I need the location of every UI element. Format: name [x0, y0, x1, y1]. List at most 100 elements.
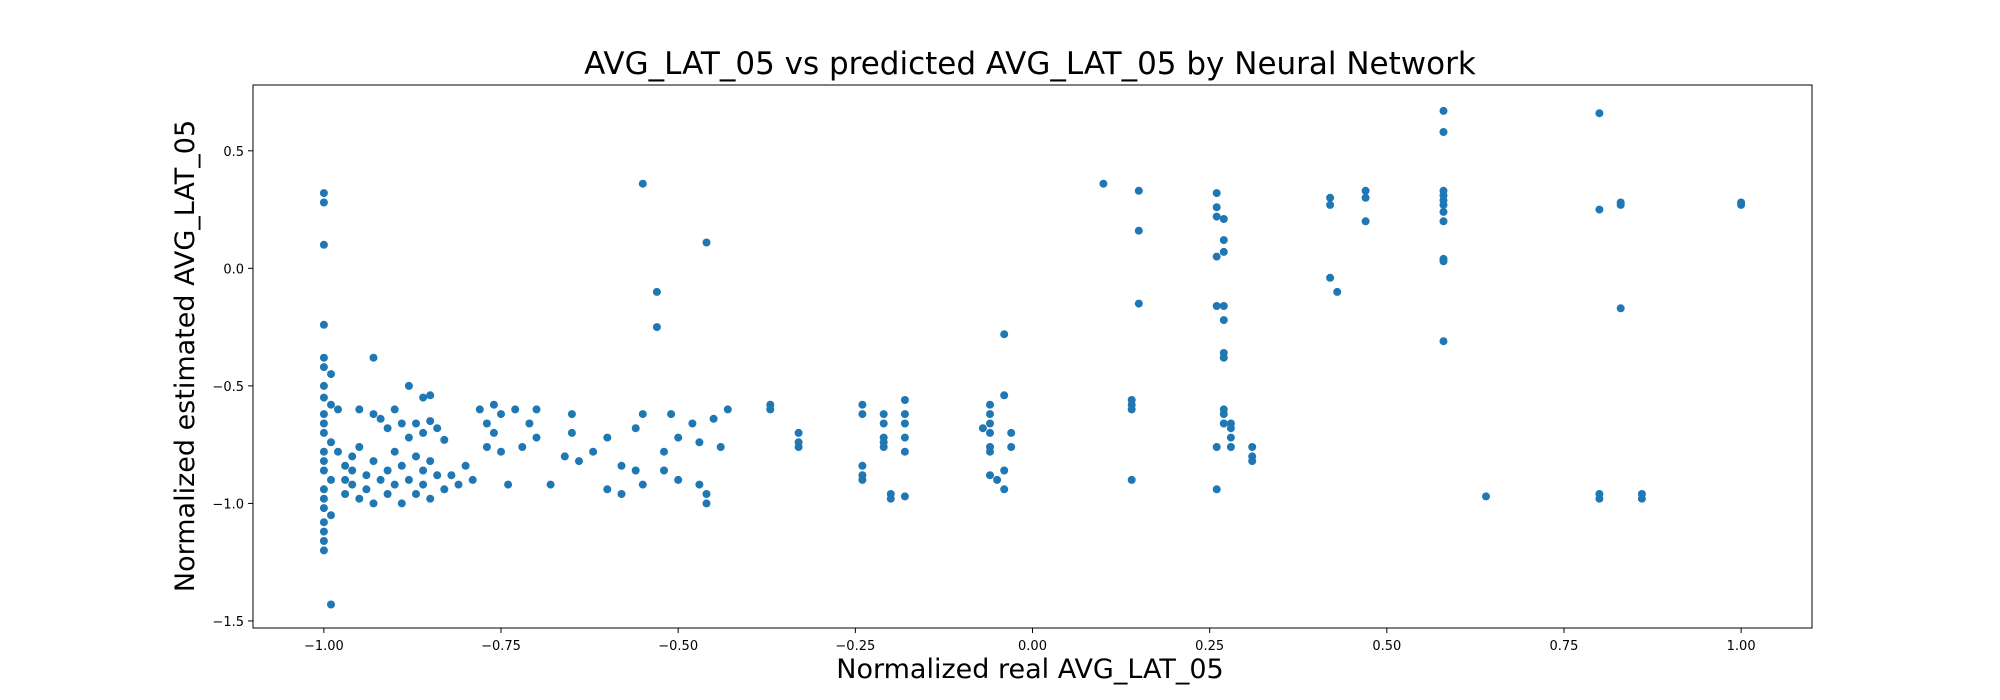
data-point-162 — [1127, 405, 1136, 414]
data-point-94 — [575, 457, 583, 466]
data-point-182 — [1219, 410, 1228, 419]
data-point-142 — [900, 447, 909, 456]
data-point-146 — [986, 410, 994, 419]
y-tick-label-0: −1.5 — [212, 615, 244, 630]
data-point-33 — [348, 466, 357, 475]
data-point-60 — [383, 424, 392, 433]
data-point-19 — [319, 494, 328, 503]
data-point-27 — [334, 405, 342, 414]
data-point-11 — [319, 419, 328, 428]
data-point-18 — [319, 485, 328, 494]
data-point-52 — [419, 466, 428, 475]
x-tick-label-5: 0.25 — [1195, 639, 1224, 654]
data-point-82 — [497, 410, 505, 419]
data-point-119 — [716, 443, 725, 451]
data-point-192 — [1326, 200, 1335, 209]
data-point-25 — [319, 546, 328, 555]
data-point-110 — [674, 433, 683, 442]
data-point-97 — [603, 485, 612, 494]
y-tick-label-2: −0.5 — [212, 380, 244, 395]
data-point-199 — [1439, 128, 1448, 136]
data-point-30 — [341, 475, 350, 484]
data-point-196 — [1361, 193, 1370, 202]
data-point-26 — [327, 600, 335, 609]
data-point-171 — [1212, 252, 1221, 261]
data-point-205 — [1439, 217, 1448, 226]
data-point-158 — [1007, 443, 1016, 451]
chart-title: AVG_LAT_05 vs predicted AVG_LAT_05 by Ne… — [584, 46, 1476, 82]
data-point-216 — [1616, 304, 1625, 313]
data-point-43 — [383, 466, 392, 475]
data-point-67 — [433, 424, 442, 433]
data-point-117 — [702, 238, 711, 247]
data-point-5 — [319, 363, 328, 372]
data-point-12 — [319, 428, 328, 437]
data-point-115 — [702, 490, 711, 498]
x-tick-label-1: −0.75 — [481, 639, 521, 654]
data-point-28 — [334, 447, 342, 456]
y-axis-label: Normalized estimated AVG_LAT_05 — [170, 120, 201, 592]
data-point-144 — [978, 424, 987, 433]
data-point-195 — [1361, 186, 1370, 195]
data-point-54 — [426, 457, 435, 466]
y-tick-label-4: 0.5 — [223, 145, 244, 160]
data-point-69 — [447, 471, 456, 480]
data-point-194 — [1333, 287, 1342, 296]
data-point-116 — [702, 499, 711, 508]
data-point-35 — [355, 494, 364, 503]
data-point-173 — [1219, 236, 1228, 245]
data-point-159 — [1099, 179, 1108, 188]
data-point-65 — [419, 428, 428, 437]
data-point-220 — [1737, 200, 1746, 209]
data-point-87 — [525, 419, 534, 428]
x-axis: −1.00 −0.75 −0.50 −0.25 0.00 0.25 0.50 0.75 1.00 — [304, 628, 1756, 654]
data-point-41 — [376, 414, 385, 423]
data-point-131 — [879, 410, 888, 419]
data-point-10 — [319, 410, 328, 419]
data-point-8 — [319, 393, 328, 402]
data-point-81 — [489, 400, 498, 409]
data-point-16 — [319, 466, 328, 475]
data-point-51 — [412, 490, 420, 498]
data-point-111 — [674, 475, 683, 484]
data-point-209 — [1482, 492, 1490, 501]
data-point-22 — [319, 518, 328, 527]
data-point-29 — [341, 461, 350, 470]
data-point-204 — [1439, 207, 1448, 216]
data-point-156 — [1000, 485, 1009, 494]
data-point-75 — [419, 393, 428, 402]
data-point-15 — [319, 457, 328, 466]
y-tick-label-1: −1.0 — [212, 497, 244, 512]
data-point-151 — [986, 471, 994, 480]
data-point-61 — [390, 405, 399, 414]
data-point-139 — [900, 410, 909, 419]
data-point-150 — [986, 447, 994, 456]
data-point-112 — [688, 419, 697, 428]
data-point-125 — [794, 443, 803, 451]
data-point-179 — [1212, 443, 1221, 451]
data-point-44 — [383, 490, 392, 498]
x-tick-label-7: 0.75 — [1550, 639, 1579, 654]
data-point-176 — [1219, 316, 1228, 325]
data-point-34 — [348, 480, 357, 489]
data-point-207 — [1439, 257, 1448, 266]
data-point-13 — [327, 438, 335, 447]
data-point-187 — [1226, 443, 1235, 451]
data-point-23 — [319, 527, 328, 536]
data-point-118 — [709, 414, 718, 423]
data-point-178 — [1219, 353, 1228, 362]
data-point-64 — [412, 419, 420, 428]
x-tick-label-6: 0.50 — [1372, 639, 1401, 654]
x-tick-label-8: 1.00 — [1727, 639, 1756, 654]
data-point-113 — [695, 438, 704, 447]
y-tick-label-3: 0.0 — [223, 262, 244, 277]
data-point-101 — [631, 466, 640, 475]
x-tick-label-4: 0.00 — [1018, 639, 1047, 654]
plot-area — [252, 84, 1813, 629]
data-point-59 — [369, 410, 378, 419]
data-point-83 — [497, 447, 505, 456]
data-point-197 — [1361, 217, 1370, 226]
data-point-36 — [355, 443, 364, 451]
data-point-130 — [858, 475, 867, 484]
